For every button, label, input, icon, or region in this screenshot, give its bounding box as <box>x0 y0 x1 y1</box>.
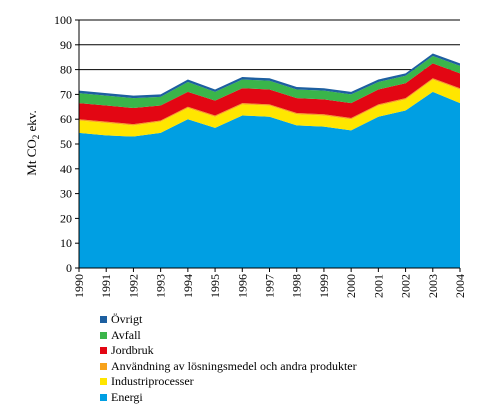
y-tick-label: 100 <box>54 13 72 27</box>
legend-swatch <box>100 378 107 386</box>
y-tick-label: 70 <box>60 87 72 101</box>
y-axis-label-subscript: 2 <box>31 135 41 140</box>
legend-item: Övrigt <box>100 312 357 328</box>
y-tick-label: 0 <box>66 261 72 275</box>
grid-lines <box>79 19 460 71</box>
x-tick-label: 1990 <box>72 274 86 298</box>
x-tick-label: 1991 <box>99 274 113 298</box>
y-tick-label: 90 <box>60 38 72 52</box>
legend-label: Användning av lösningsmedel och andra pr… <box>111 358 357 373</box>
x-tick-label: 1997 <box>263 274 277 298</box>
area-4 <box>79 55 460 109</box>
y-tick-label: 50 <box>60 137 72 151</box>
x-tick-label: 1998 <box>290 274 304 298</box>
area-3 <box>79 63 460 125</box>
area-5 <box>79 53 460 99</box>
y-tick-label: 10 <box>60 236 72 250</box>
legend-item: Avfall <box>100 328 357 344</box>
legend-swatch <box>100 316 107 324</box>
y-tick-label: 60 <box>60 112 72 126</box>
legend-item: Jordbruk <box>100 343 357 359</box>
legend: Övrigt Avfall Jordbruk Användning av lösnin… <box>100 312 357 405</box>
legend-swatch <box>100 331 107 339</box>
y-tick-labels: 0 10 20 30 40 50 60 70 80 90 100 <box>54 13 79 275</box>
legend-swatch <box>100 362 107 370</box>
x-tick-label: 2004 <box>453 274 467 298</box>
y-axis-label-suffix: ekv. <box>24 110 39 134</box>
y-tick-label: 40 <box>60 162 72 176</box>
x-tick-label: 2000 <box>344 274 358 298</box>
legend-label: Avfall <box>111 327 141 342</box>
x-tick-label: 2002 <box>399 274 413 298</box>
legend-swatch <box>100 347 107 355</box>
x-tick-label: 1999 <box>317 274 331 298</box>
y-tick-label: 30 <box>60 187 72 201</box>
x-tick-label: 1994 <box>181 274 195 298</box>
x-tick-label: 2001 <box>371 274 385 298</box>
stacked-areas <box>79 53 460 268</box>
x-tick-label: 1993 <box>154 274 168 298</box>
area-0 <box>79 91 460 268</box>
y-axis-label-main: Mt CO <box>24 139 39 175</box>
legend-label: Energi <box>111 389 143 404</box>
legend-label: Jordbruk <box>111 343 154 358</box>
x-tick-label: 2003 <box>426 274 440 298</box>
legend-item: Användning av lösningsmedel och andra pr… <box>100 359 357 375</box>
legend-label: Industriprocesser <box>111 374 194 389</box>
y-tick-label: 20 <box>60 211 72 225</box>
legend-label: Övrigt <box>111 312 143 327</box>
y-axis-label: Mt CO2 ekv. <box>24 110 41 175</box>
x-tick-labels: 1990 1991 1992 1993 1994 1995 1996 1997 1998 1999… <box>72 268 467 298</box>
legend-item: Energi <box>100 390 357 406</box>
x-tick-label: 1992 <box>126 274 140 298</box>
x-tick-label: 1995 <box>208 274 222 298</box>
legend-swatch <box>100 393 107 401</box>
y-tick-label: 80 <box>60 63 72 77</box>
legend-item: Industriprocesser <box>100 374 357 390</box>
area-1 <box>79 79 460 137</box>
x-tick-label: 1996 <box>235 274 249 298</box>
